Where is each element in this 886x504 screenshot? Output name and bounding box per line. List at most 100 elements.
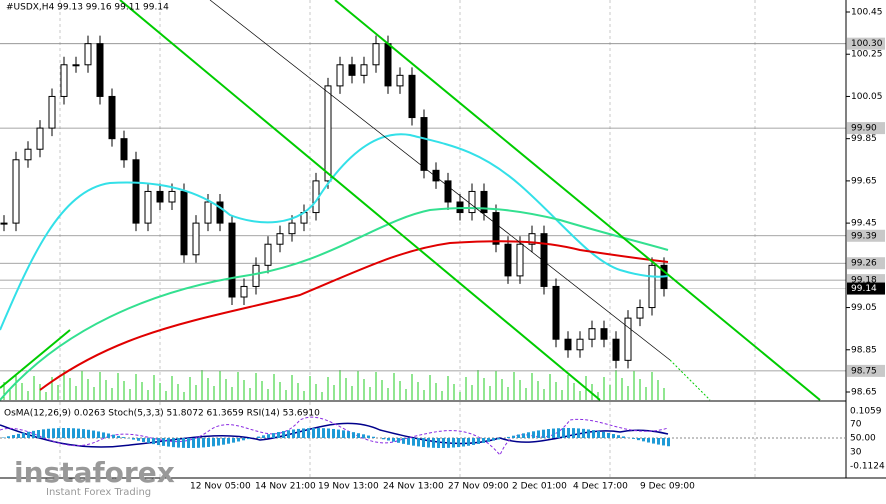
osma-bar <box>517 434 520 438</box>
candle <box>601 329 607 340</box>
candle <box>1 223 7 224</box>
osma-bar <box>507 437 510 438</box>
osma-bar <box>197 438 200 448</box>
osma-bar <box>532 431 535 438</box>
price-tick-label: 99.45 <box>851 219 877 229</box>
osma-bar <box>332 429 335 438</box>
symbol-header: #USDX,H4 99.13 99.16 99.11 99.14 <box>6 3 169 13</box>
osma-bar <box>22 433 25 438</box>
osma-bar <box>657 438 660 445</box>
osma-bar <box>177 438 180 448</box>
osma-bar <box>262 435 265 438</box>
indicator-label: OsMA(12,26,9) 0.0263 Stoch(5,3,3) 51.807… <box>4 409 320 419</box>
osma-bar <box>307 428 310 438</box>
osma-bar <box>577 428 580 438</box>
osma-bar <box>242 438 245 440</box>
candle <box>145 191 151 223</box>
candle <box>277 234 283 245</box>
indicator-scale-label: 0.1059 <box>850 407 882 417</box>
level-label: 99.90 <box>851 124 877 134</box>
indicator-scale-label: 70 <box>850 420 862 430</box>
osma-bar <box>32 431 35 438</box>
osma-bar <box>487 438 490 442</box>
osma-bar <box>597 431 600 438</box>
osma-bar <box>92 431 95 438</box>
osma-bar <box>202 438 205 447</box>
candle <box>469 191 475 212</box>
osma-bar <box>277 432 280 438</box>
osma-bar <box>667 438 670 446</box>
osma-bar <box>662 438 665 445</box>
indicator-scale-label: 30 <box>850 448 862 458</box>
osma-bar <box>562 428 565 438</box>
level-label: 100.30 <box>851 39 883 49</box>
date-label: 19 Nov 13:00 <box>318 482 379 492</box>
osma-bar <box>632 438 635 439</box>
osma-bar <box>617 435 620 438</box>
osma-bar <box>412 438 415 446</box>
price-tick-label: 99.65 <box>851 176 877 186</box>
candle <box>409 75 415 117</box>
osma-bar <box>67 428 70 438</box>
current-price-label: 99.14 <box>851 284 877 294</box>
osma-bar <box>157 438 160 445</box>
osma-bar <box>362 434 365 438</box>
osma-bar <box>182 438 185 448</box>
osma-bar <box>167 438 170 447</box>
osma-bar <box>237 438 240 442</box>
candle <box>649 265 655 307</box>
osma-bar <box>57 428 60 438</box>
osma-bar <box>272 433 275 438</box>
candle <box>241 286 247 297</box>
candle <box>85 44 91 65</box>
osma-bar <box>547 429 550 438</box>
osma-bar <box>152 438 155 444</box>
osma-bar <box>387 438 390 440</box>
date-label: 12 Nov 05:00 <box>190 482 251 492</box>
candle <box>133 160 139 223</box>
osma-bar <box>612 434 615 438</box>
candle <box>121 139 127 160</box>
osma-bar <box>107 434 110 438</box>
osma-bar <box>282 431 285 438</box>
osma-bar <box>42 429 45 438</box>
osma-bar <box>327 429 330 438</box>
osma-bar <box>432 438 435 448</box>
candle <box>169 191 175 202</box>
candle <box>253 265 259 286</box>
osma-bar <box>227 438 230 444</box>
osma-bar <box>12 435 15 438</box>
osma-bar <box>552 429 555 438</box>
osma-bar <box>27 432 30 438</box>
indicator-scale-label: -0.1124 <box>850 462 885 472</box>
osma-bar <box>212 438 215 446</box>
osma-bar <box>542 430 545 438</box>
date-label: 27 Nov 09:00 <box>448 482 509 492</box>
osma-bar <box>347 431 350 438</box>
osma-bar <box>647 438 650 443</box>
candle <box>205 202 211 223</box>
osma-bar <box>522 433 525 438</box>
candle <box>517 244 523 276</box>
candle <box>361 65 367 76</box>
price-tick-label: 100.25 <box>851 50 883 60</box>
candle <box>613 339 619 360</box>
osma-bar <box>87 430 90 438</box>
osma-bar <box>77 429 80 438</box>
osma-bar <box>147 438 150 443</box>
candle <box>289 223 295 234</box>
osma-bar <box>497 438 500 439</box>
osma-bar <box>317 428 320 438</box>
osma-bar <box>537 430 540 438</box>
candle <box>97 44 103 97</box>
osma-bar <box>207 438 210 447</box>
osma-bar <box>122 437 125 438</box>
osma-bar <box>337 430 340 438</box>
watermark-brand: instaforex <box>14 456 175 489</box>
level-label: 99.39 <box>851 231 877 241</box>
osma-bar <box>587 429 590 438</box>
candle <box>637 308 643 319</box>
osma-bar <box>162 438 165 446</box>
candle <box>493 213 499 245</box>
